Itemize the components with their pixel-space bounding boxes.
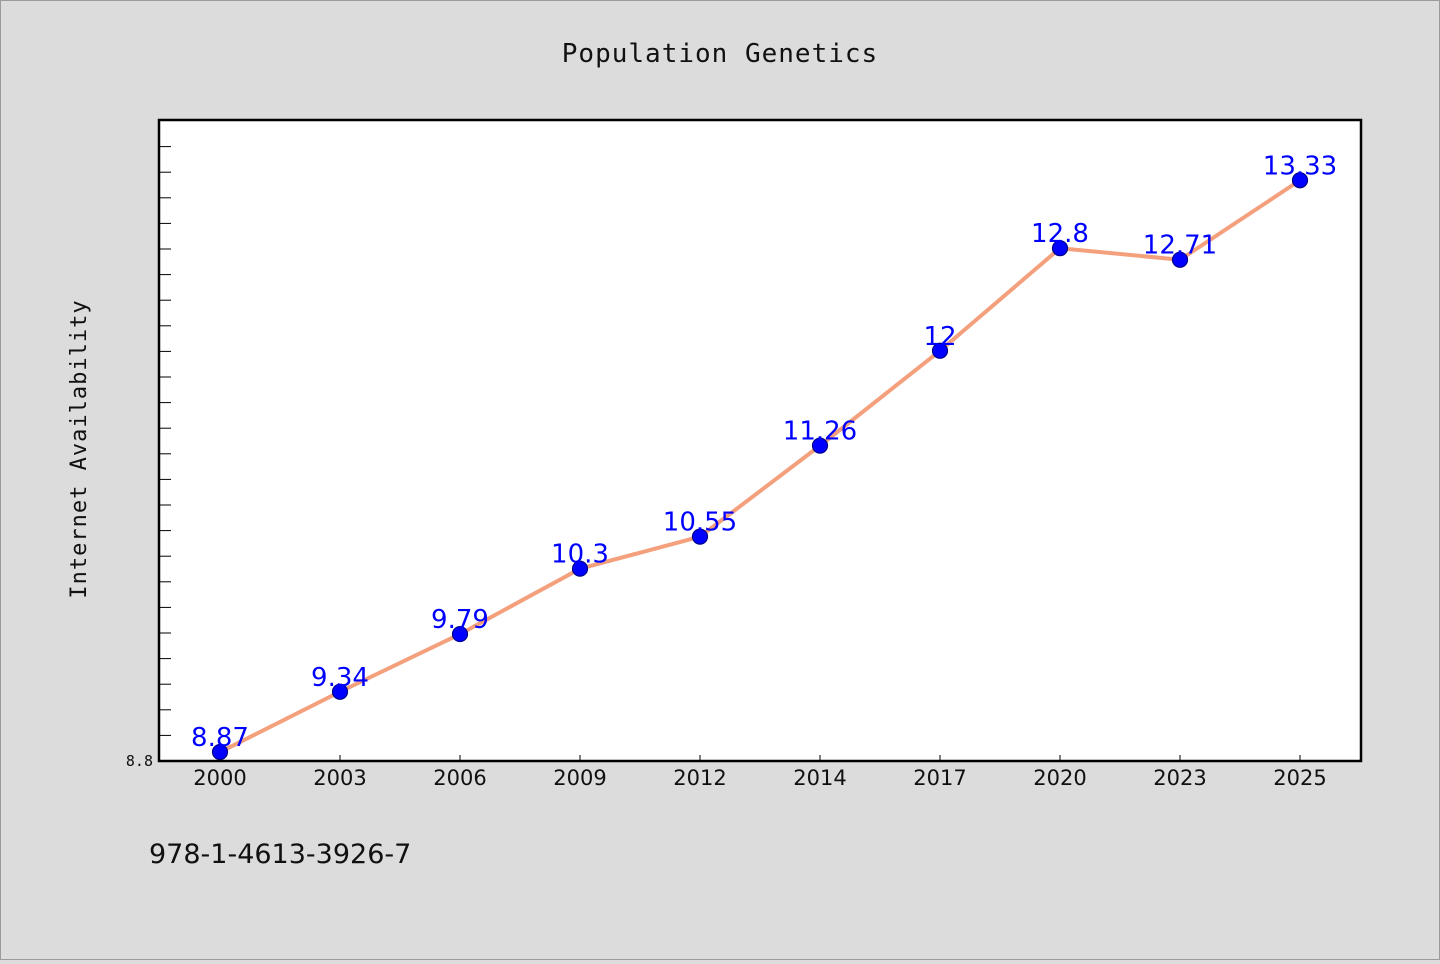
x-axis-ticks: 2000 2003 2006 2009 2012 2014 2017 2020 2023 2025: [193, 755, 1327, 790]
data-label: 12.71: [1143, 231, 1217, 261]
data-label: 12.8: [1031, 219, 1089, 249]
data-label: 9.79: [431, 605, 489, 635]
x-tick-label: 2017: [913, 766, 966, 790]
data-point: [451, 625, 469, 643]
data-point: [1171, 251, 1189, 268]
series-group: 8.87 9.34 9.79 10.3 10.55 11.26 12 12.8 12.71 13.…: [191, 151, 1337, 761]
data-label: 11.26: [783, 417, 857, 447]
x-tick-label: 2009: [553, 766, 606, 790]
x-tick-label: 2012: [673, 766, 726, 790]
data-point: [691, 528, 709, 545]
series-line: [218, 178, 1302, 755]
data-point: [211, 743, 229, 761]
x-tick-label: 2020: [1033, 766, 1086, 790]
data-point: [1291, 172, 1309, 189]
data-label: 8.87: [191, 723, 249, 753]
x-tick-label: 2023: [1153, 766, 1206, 790]
plot-frame: [157, 118, 1363, 763]
y-axis-minor-ticks: [159, 146, 171, 736]
isbn-code: 978-1-4613-3926-7: [149, 839, 411, 870]
x-tick-label: 2000: [193, 766, 246, 790]
data-label: 10.3: [551, 540, 609, 570]
data-label: 13.33: [1263, 151, 1337, 181]
x-tick-label: 2025: [1273, 766, 1326, 790]
y-axis-label: Internet Availability: [67, 299, 92, 598]
data-label: 10.55: [663, 508, 737, 538]
x-tick-label: 2006: [433, 766, 486, 790]
data-label: 12: [923, 322, 956, 352]
y-axis-ticks: 8.8: [126, 752, 153, 770]
data-point: [331, 683, 349, 700]
chart-title: Population Genetics: [562, 39, 878, 69]
plot-area: [159, 120, 1361, 761]
x-tick-label: 2014: [793, 766, 846, 790]
data-label: 9.34: [311, 663, 369, 693]
data-point: [571, 560, 589, 577]
data-point: [1051, 240, 1069, 257]
data-point: [931, 342, 949, 359]
x-tick-label: 2003: [313, 766, 366, 790]
y-tick-label: 8.8: [126, 752, 153, 770]
data-point: [811, 437, 829, 454]
